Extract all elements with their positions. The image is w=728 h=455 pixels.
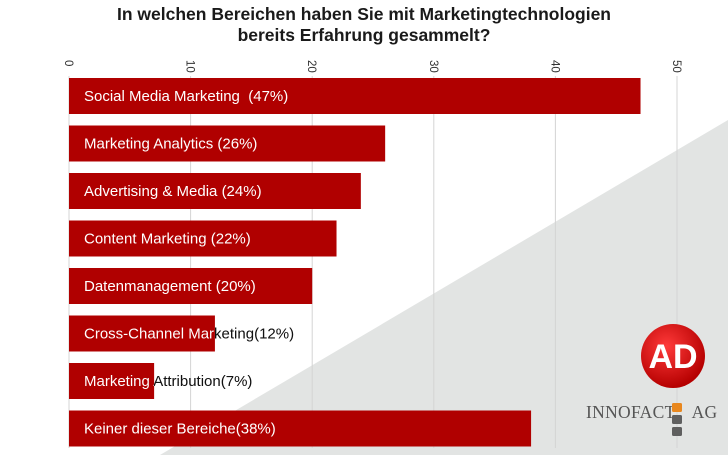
bar-label: Datenmanagement (20%) <box>84 278 256 295</box>
bar-label: Advertising & Media (24%) <box>84 183 262 200</box>
innofact-logo-name: INNOFACT <box>586 402 676 422</box>
chart-title: In welchen Bereichen haben Sie mit Marke… <box>0 4 728 46</box>
x-tick-label: 10 <box>184 60 196 73</box>
bar-label: Content Marketing (22%) <box>84 231 251 248</box>
bar <box>69 125 386 162</box>
bar <box>69 315 215 352</box>
x-tick-label: 50 <box>670 60 682 73</box>
bar-label: Social Media Marketing (47%) <box>84 88 288 105</box>
x-tick-label: 40 <box>548 60 560 73</box>
bar <box>69 220 337 257</box>
innofact-squares-icon <box>672 403 682 436</box>
innofact-logo: INNOFACT AG <box>586 402 717 423</box>
x-tick-label: 30 <box>427 60 439 73</box>
bar-label: Cross-Channel Marketing(12%) <box>84 326 294 343</box>
bar <box>69 78 641 114</box>
bar <box>69 173 361 209</box>
bar <box>69 268 313 304</box>
bar-label: Marketing Attribution(7%) <box>84 373 252 390</box>
bar <box>69 363 155 399</box>
chart-title-line-2: bereits Erfahrung gesammelt? <box>237 25 491 45</box>
innofact-logo-suffix: AG <box>691 402 718 422</box>
chart-title-line-1: In welchen Bereichen haben Sie mit Marke… <box>117 4 611 24</box>
bar-label: Marketing Analytics (26%) <box>84 136 257 153</box>
ad-logo-text: AD <box>648 338 697 376</box>
ad-logo-icon: AD <box>641 324 705 388</box>
bar <box>69 410 532 447</box>
x-tick-label: 20 <box>305 60 317 73</box>
x-tick-label: 0 <box>62 60 74 66</box>
bar-label: Keiner dieser Bereiche(38%) <box>84 421 276 438</box>
